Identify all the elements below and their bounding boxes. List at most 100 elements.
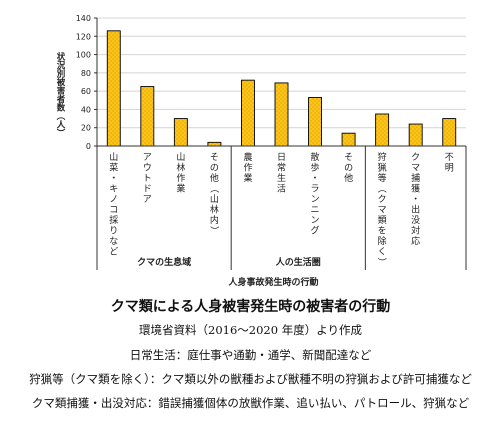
x-tick-label-char: ク (378, 194, 387, 205)
x-tick-label-char: 狩 (378, 151, 387, 163)
y-tick-label: 80 (81, 69, 91, 78)
x-tick-label: 不明 (445, 152, 454, 174)
x-tick-label-char: 歩 (311, 162, 320, 174)
x-tick-label-char: 等 (378, 172, 387, 184)
x-tick-label-char: ・ (109, 174, 118, 184)
x-tick-label-char: ・ (311, 174, 320, 184)
caption-note-bear-capture: クマ類捕獲・出没対応：錯誤捕獲個体の放獣作業、追い払い、パトロール、狩猟など (31, 396, 470, 410)
y-tick-label: 20 (81, 124, 91, 133)
x-tick-label-char: 明 (445, 163, 454, 174)
x-tick-label-char: ど (109, 247, 118, 258)
x-tick-label-char: 日 (277, 152, 286, 163)
group-label: 人の生活圏 (275, 256, 321, 268)
x-tick-label-char: 菜 (109, 162, 118, 174)
x-tick-label-char: ア (143, 153, 152, 163)
x-tick-label-char: 活 (277, 183, 286, 195)
x-tick-label-char: 他 (344, 172, 353, 184)
x-tick-label-char: 作 (243, 162, 252, 174)
x-tick-label-char: ノ (109, 195, 118, 205)
x-tick-label-char: 不 (445, 152, 454, 163)
x-tick-label: 狩猟等（クマ類を除く） (376, 151, 387, 267)
y-tick-label: 60 (81, 87, 91, 96)
caption-note-hunting: 狩猟等（クマ類を除く）：クマ類以外の獣種および獣種不明の狩猟および許可捕獲など (29, 372, 472, 386)
y-tick-label: 40 (81, 105, 91, 114)
x-tick-label-char: 業 (176, 183, 185, 195)
x-tick-label-char: ト (143, 174, 152, 184)
x-tick-label-char: 常 (277, 162, 286, 174)
x-tick-label-char: 散 (311, 151, 320, 163)
x-tick-label: 農作業 (243, 151, 252, 184)
x-tick-label: その他 (344, 152, 353, 184)
x-tick-label-char: ン (311, 216, 320, 226)
x-tick-label-char: を (378, 226, 387, 237)
x-tick-label-char: く (378, 248, 387, 258)
group-label: クマの生息域 (137, 256, 191, 268)
x-tick-label-char: 出 (411, 204, 420, 216)
caption-title: クマ類による人身被害発生時の被害者の行動 (110, 299, 391, 315)
x-tick-label-char: （ (208, 184, 219, 193)
x-tick-label-char: 作 (176, 172, 185, 184)
x-tick-label-char: 他 (210, 172, 219, 184)
x-tick-label-char: 獲 (411, 183, 420, 195)
x-tick-label-char: グ (311, 225, 320, 237)
x-tick-label-char: キ (109, 185, 118, 195)
x-tick-label-char: の (210, 164, 219, 174)
bar (173, 118, 188, 147)
y-axis-label: 状況別被害者数（人） (55, 51, 66, 137)
x-tick-label-char: 山 (176, 152, 185, 163)
x-tick-label-char: の (344, 164, 353, 174)
x-tick-label-char: ・ (411, 195, 420, 205)
caption-source: 環境省資料（2016〜2020 年度）より作成 (139, 323, 362, 337)
bar (341, 132, 356, 147)
bar (106, 30, 121, 147)
x-tick-label-char: ク (411, 152, 420, 163)
x-tick-label-char: ウ (143, 163, 152, 174)
x-tick-label-char: 採 (109, 214, 118, 226)
x-tick-label-char: そ (210, 152, 219, 163)
x-tick-label-char: マ (411, 164, 420, 174)
x-axis-labels: 山菜・キノコ採りなどアウトドア山林作業その他（山林内）農作業日常生活散歩・ランニ… (109, 151, 453, 267)
x-tick-label-char: 農 (243, 151, 252, 163)
x-tick-label-char: り (109, 226, 118, 237)
x-tick-label-char: 応 (411, 235, 420, 247)
x-tick-label-char: 猟 (378, 162, 387, 174)
x-tick-label-char: 内 (210, 214, 219, 226)
bar (308, 97, 322, 147)
x-tick-label-char: 林 (176, 162, 185, 174)
y-tick-label: 0 (86, 142, 91, 151)
bar (408, 123, 423, 147)
bar (140, 86, 155, 147)
bar (442, 118, 457, 147)
x-tick-label-char: マ (378, 206, 387, 216)
x-tick-label-char: ニ (311, 206, 320, 216)
caption-note-daily-life: 日常生活：庭仕事や通勤・通学、新聞配達など (129, 348, 372, 362)
x-tick-label-char: 山 (109, 152, 118, 163)
x-tick-label-char: 除 (378, 235, 387, 247)
x-tick-label-char: ア (143, 195, 152, 205)
x-tick-label-char: 業 (243, 172, 252, 184)
x-tick-label-char: な (109, 236, 118, 247)
x-tick-label-char: ド (143, 185, 152, 195)
x-tick-label-char: ラ (311, 184, 320, 195)
group-separators (96, 146, 467, 270)
x-tick-label-char: ） (376, 257, 387, 266)
bar (241, 79, 255, 147)
y-tick-label: 140 (76, 14, 91, 23)
x-tick-label-char: ン (311, 195, 320, 205)
x-tick-label: その他（山林内） (208, 152, 219, 235)
y-tick-label: 100 (76, 51, 91, 60)
x-axis-label: 人身事故発生時の行動 (227, 276, 318, 288)
group-labels: クマの生息域 人の生活圏 (137, 256, 321, 268)
x-tick-label-char: 捕 (411, 172, 420, 184)
x-tick-label-char: ） (208, 226, 219, 235)
x-tick-label-char: （ (376, 184, 387, 193)
x-tick-label-char: 類 (378, 215, 387, 226)
bar (274, 82, 289, 147)
x-tick-label-char: そ (344, 152, 353, 163)
